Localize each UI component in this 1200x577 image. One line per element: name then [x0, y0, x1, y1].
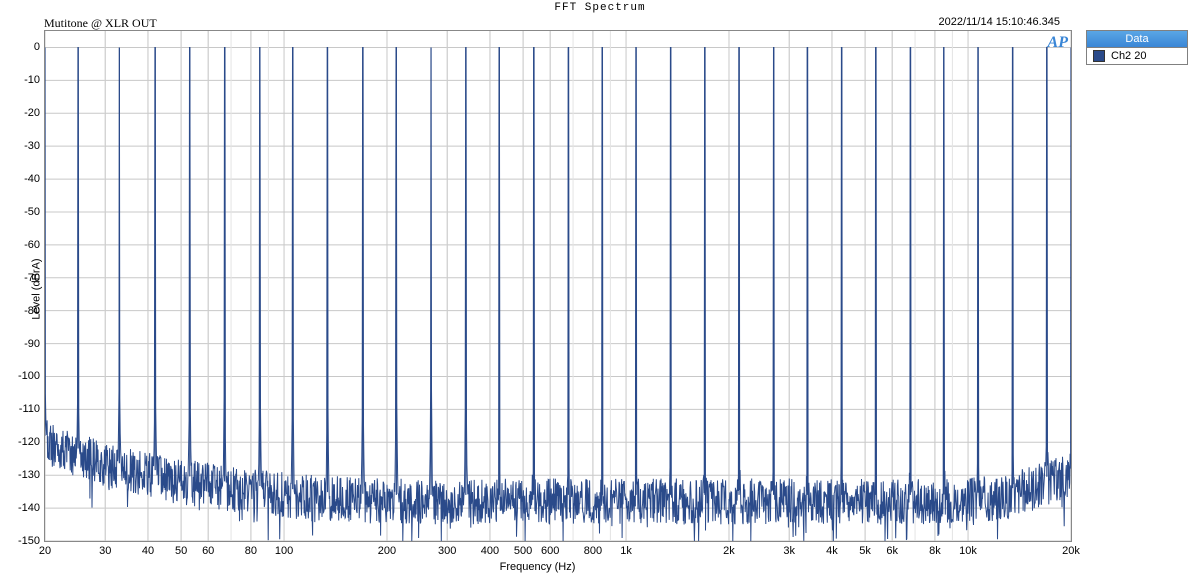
chart-title: FFT Spectrum: [0, 2, 1200, 14]
x-tick-label: 20k: [1062, 545, 1080, 557]
chart-container: FFT Spectrum Mutitone @ XLR OUT 2022/11/…: [0, 0, 1200, 577]
y-tick-label: -40: [4, 173, 40, 185]
x-tick-label: 500: [514, 545, 532, 557]
y-tick-label: -100: [4, 370, 40, 382]
y-tick-label: -90: [4, 338, 40, 350]
x-tick-label: 40: [142, 545, 154, 557]
legend-item-label: Ch2 20: [1111, 50, 1146, 62]
legend-header: Data: [1087, 31, 1187, 48]
legend-item: Ch2 20: [1087, 48, 1187, 64]
plot-area: [45, 31, 1071, 541]
y-tick-label: -10: [4, 74, 40, 86]
x-tick-label: 2k: [723, 545, 735, 557]
x-tick-label: 8k: [929, 545, 941, 557]
x-tick-label: 10k: [959, 545, 977, 557]
y-tick-label: -50: [4, 206, 40, 218]
x-tick-label: 800: [584, 545, 602, 557]
x-tick-label: 4k: [826, 545, 838, 557]
spectrum-svg: [45, 31, 1071, 541]
y-tick-label: -140: [4, 502, 40, 514]
x-tick-label: 600: [541, 545, 559, 557]
x-tick-label: 100: [275, 545, 293, 557]
x-tick-label: 400: [481, 545, 499, 557]
x-tick-label: 300: [438, 545, 456, 557]
chart-subtitle: Mutitone @ XLR OUT: [44, 16, 157, 31]
x-tick-label: 80: [245, 545, 257, 557]
x-tick-label: 60: [202, 545, 214, 557]
y-tick-label: -150: [4, 535, 40, 547]
y-tick-label: -110: [4, 403, 40, 415]
x-tick-label: 20: [39, 545, 51, 557]
y-tick-label: -20: [4, 107, 40, 119]
y-tick-label: 0: [4, 41, 40, 53]
x-tick-label: 30: [99, 545, 111, 557]
x-tick-label: 1k: [620, 545, 632, 557]
chart-timestamp: 2022/11/14 15:10:46.345: [938, 16, 1060, 28]
x-tick-label: 5k: [859, 545, 871, 557]
y-tick-label: -60: [4, 239, 40, 251]
y-tick-label: -120: [4, 436, 40, 448]
y-tick-label: -30: [4, 140, 40, 152]
x-tick-label: 6k: [886, 545, 898, 557]
legend: Data Ch2 20: [1086, 30, 1188, 65]
y-tick-label: -70: [4, 272, 40, 284]
y-tick-label: -80: [4, 305, 40, 317]
ap-logo: AP: [1048, 34, 1068, 52]
x-axis-label: Frequency (Hz): [0, 561, 1075, 573]
y-tick-label: -130: [4, 469, 40, 481]
x-tick-label: 3k: [783, 545, 795, 557]
legend-swatch: [1093, 50, 1105, 62]
x-tick-label: 200: [378, 545, 396, 557]
x-tick-label: 50: [175, 545, 187, 557]
